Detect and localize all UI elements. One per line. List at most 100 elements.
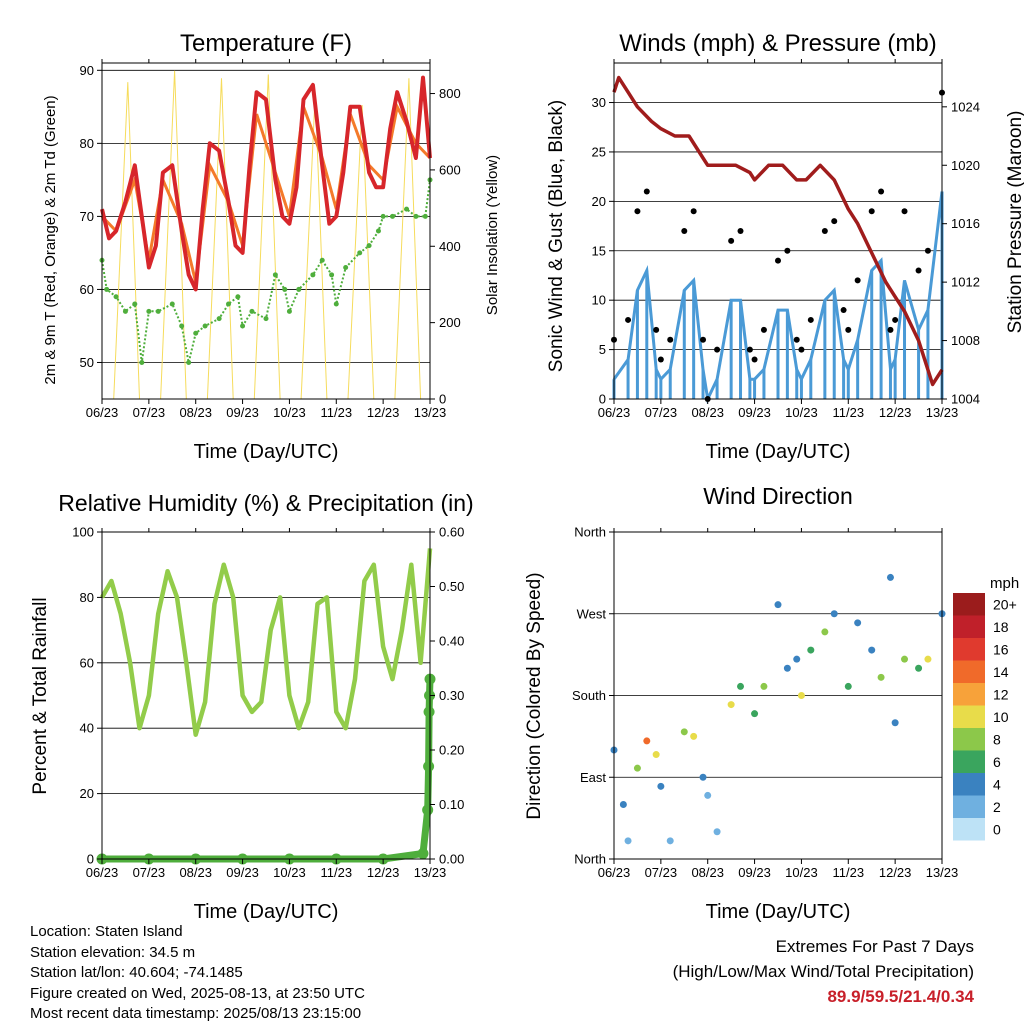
legend-swatch bbox=[953, 728, 985, 751]
legend-swatch bbox=[953, 683, 985, 706]
legend-swatch bbox=[953, 593, 985, 616]
y-tick-label: 40 bbox=[80, 721, 94, 736]
direction-point bbox=[760, 682, 768, 690]
x-tick-label: 13/23 bbox=[414, 865, 447, 880]
pressure-line bbox=[612, 75, 944, 387]
y-tick-label: 100 bbox=[72, 525, 94, 540]
x-tick-label: 13/23 bbox=[926, 405, 959, 420]
temperature-axes: 06/23 07/23 08/23 09/23 10/23 11/23 12/23 13/23… bbox=[80, 59, 461, 420]
direction-ylabel: Direction (Colored By Speed) bbox=[524, 572, 545, 819]
y2-tick-label: 0.00 bbox=[439, 852, 464, 867]
temp-2m-line bbox=[100, 75, 432, 292]
direction-point bbox=[680, 728, 688, 736]
x-tick-label: 07/23 bbox=[645, 865, 678, 880]
x-tick-label: 09/23 bbox=[226, 405, 259, 420]
gust-point bbox=[924, 247, 931, 254]
gust-point bbox=[653, 326, 660, 333]
x-tick-label: 11/23 bbox=[320, 865, 352, 880]
humidity-xlabel: Time (Day/UTC) bbox=[194, 901, 339, 923]
y-tick-label: 60 bbox=[80, 282, 94, 297]
humidity-title: Relative Humidity (%) & Precipitation (i… bbox=[58, 490, 473, 516]
y2-tick-label: 1020 bbox=[951, 158, 980, 173]
direction-point bbox=[915, 664, 923, 672]
gust-point bbox=[746, 346, 753, 353]
gust-point bbox=[625, 316, 632, 323]
y-tick-label: 70 bbox=[80, 209, 94, 224]
winds-y2label: Station Pressure (Maroon) bbox=[1005, 111, 1024, 334]
gust-point bbox=[667, 336, 674, 343]
direction-point bbox=[619, 801, 627, 808]
y2-tick-label: 600 bbox=[439, 162, 461, 177]
precip-point bbox=[422, 804, 434, 816]
precip-point bbox=[417, 848, 429, 860]
direction-point bbox=[877, 673, 885, 681]
x-tick-label: 06/23 bbox=[86, 405, 119, 420]
direction-panel: Wind Direction 06/23 07/23 08/23 09/23 10/23… bbox=[524, 483, 1019, 923]
winds-ylabel: Sonic Wind & Gust (Blue, Black) bbox=[546, 100, 567, 372]
gust-point bbox=[868, 208, 875, 215]
x-tick-label: 06/23 bbox=[598, 865, 631, 880]
x-tick-label: 12/23 bbox=[367, 405, 400, 420]
legend-label: 20+ bbox=[993, 596, 1017, 612]
direction-point bbox=[830, 610, 838, 618]
y2-tick-label: 0.20 bbox=[439, 743, 464, 758]
y-tick-label: North bbox=[574, 852, 606, 867]
x-tick-label: 07/23 bbox=[133, 405, 166, 420]
direction-point bbox=[666, 837, 674, 845]
gust-point bbox=[845, 326, 852, 333]
x-tick-label: 10/23 bbox=[785, 405, 818, 420]
gust-point bbox=[643, 188, 650, 195]
x-tick-label: 07/23 bbox=[133, 865, 166, 880]
y-tick-label: 20 bbox=[592, 194, 606, 209]
legend-swatch bbox=[953, 660, 985, 683]
direction-point bbox=[737, 682, 745, 690]
y-tick-label: 10 bbox=[592, 293, 606, 308]
y2-tick-label: 1008 bbox=[951, 333, 980, 348]
direction-point bbox=[868, 646, 876, 654]
temperature-plot-frame bbox=[101, 62, 431, 400]
x-tick-label: 13/23 bbox=[414, 405, 447, 420]
x-tick-label: 11/23 bbox=[832, 405, 864, 420]
humidity-axes: 06/23 07/23 08/23 09/23 10/23 11/23 12/23 13/23… bbox=[72, 525, 464, 881]
precip-point bbox=[423, 706, 435, 718]
precip-point bbox=[423, 760, 435, 772]
direction-point bbox=[713, 828, 721, 836]
legend-label: 0 bbox=[993, 821, 1001, 837]
legend-swatch bbox=[953, 795, 985, 818]
gust-point bbox=[831, 218, 838, 225]
direction-point bbox=[854, 619, 862, 627]
direction-point bbox=[793, 655, 801, 663]
direction-point bbox=[924, 655, 932, 663]
y2-tick-label: 1012 bbox=[951, 275, 980, 290]
direction-series bbox=[610, 573, 946, 845]
y-tick-label: East bbox=[580, 770, 606, 785]
info-created: Figure created on Wed, 2025-08-13, at 23… bbox=[30, 984, 365, 1002]
direction-point bbox=[624, 837, 632, 845]
direction-point bbox=[643, 737, 651, 745]
direction-point bbox=[783, 664, 791, 672]
gust-point bbox=[728, 237, 735, 244]
y2-tick-label: 1004 bbox=[951, 392, 980, 407]
legend-swatch bbox=[953, 615, 985, 638]
temperature-y2label: Solar Insolation (Yellow) bbox=[484, 155, 501, 315]
direction-title: Wind Direction bbox=[703, 483, 853, 509]
gust-point bbox=[751, 356, 758, 363]
y-tick-label: 80 bbox=[80, 590, 94, 605]
y2-tick-label: 400 bbox=[439, 239, 461, 254]
legend-label: 4 bbox=[993, 776, 1001, 792]
y-tick-label: 5 bbox=[599, 342, 606, 357]
gust-point bbox=[690, 208, 697, 215]
gust-point bbox=[760, 326, 767, 333]
extremes-values: 89.9/59.5/21.4/0.34 bbox=[827, 987, 974, 1006]
legend-label: 18 bbox=[993, 619, 1009, 635]
y-tick-label: 0 bbox=[87, 852, 94, 867]
winds-title: Winds (mph) & Pressure (mb) bbox=[619, 30, 936, 57]
gust-point bbox=[737, 228, 744, 234]
x-tick-label: 12/23 bbox=[879, 405, 912, 420]
gust-point bbox=[657, 356, 664, 363]
gust-point bbox=[887, 326, 894, 333]
y2-tick-label: 1016 bbox=[951, 216, 980, 231]
gust-point bbox=[821, 228, 828, 234]
temperature-xlabel: Time (Day/UTC) bbox=[194, 441, 339, 463]
y-tick-label: South bbox=[572, 688, 606, 703]
